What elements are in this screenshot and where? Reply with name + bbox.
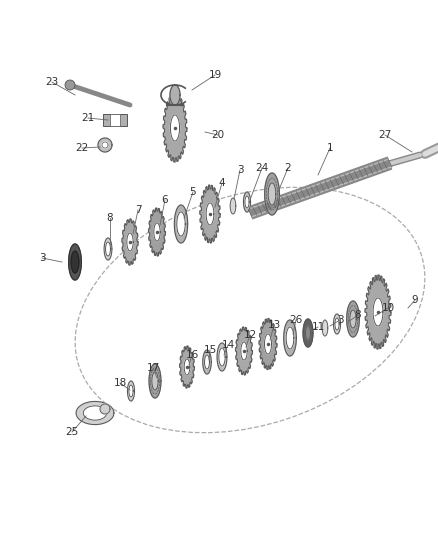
Circle shape xyxy=(65,80,75,90)
Text: 16: 16 xyxy=(185,350,198,360)
Text: 21: 21 xyxy=(81,113,95,123)
Polygon shape xyxy=(184,359,190,375)
Bar xyxy=(103,114,127,126)
Text: 3: 3 xyxy=(237,165,244,175)
Polygon shape xyxy=(206,203,214,225)
Polygon shape xyxy=(365,275,391,349)
Text: 9: 9 xyxy=(412,295,418,305)
Text: 8: 8 xyxy=(355,310,361,320)
Polygon shape xyxy=(104,238,112,260)
Polygon shape xyxy=(244,192,251,212)
Polygon shape xyxy=(180,346,194,388)
Polygon shape xyxy=(100,404,110,414)
Polygon shape xyxy=(98,138,112,152)
Polygon shape xyxy=(76,401,114,425)
Polygon shape xyxy=(241,342,247,360)
Polygon shape xyxy=(268,183,276,205)
Text: 17: 17 xyxy=(146,363,159,373)
Polygon shape xyxy=(303,319,313,347)
Polygon shape xyxy=(177,212,185,236)
Polygon shape xyxy=(335,318,339,330)
Text: 3: 3 xyxy=(337,315,343,325)
Polygon shape xyxy=(259,319,277,369)
Text: 20: 20 xyxy=(212,130,225,140)
Polygon shape xyxy=(230,198,236,214)
Polygon shape xyxy=(284,320,296,356)
Text: 3: 3 xyxy=(39,253,45,263)
Polygon shape xyxy=(203,350,211,374)
Polygon shape xyxy=(106,242,110,256)
Polygon shape xyxy=(83,406,107,420)
Polygon shape xyxy=(245,196,249,208)
Text: 1: 1 xyxy=(327,143,333,153)
Text: 2: 2 xyxy=(285,163,291,173)
Polygon shape xyxy=(154,223,160,241)
Polygon shape xyxy=(102,142,108,148)
Polygon shape xyxy=(163,94,187,162)
Text: 12: 12 xyxy=(244,330,257,340)
Polygon shape xyxy=(127,233,133,251)
Text: 22: 22 xyxy=(75,143,88,153)
Polygon shape xyxy=(205,355,209,369)
Text: 4: 4 xyxy=(219,178,225,188)
Text: 23: 23 xyxy=(46,77,59,87)
Polygon shape xyxy=(217,343,227,371)
Polygon shape xyxy=(174,205,187,243)
Polygon shape xyxy=(350,310,356,328)
Text: 7: 7 xyxy=(135,205,141,215)
Text: 15: 15 xyxy=(203,345,217,355)
Text: 24: 24 xyxy=(255,163,268,173)
Text: 14: 14 xyxy=(221,340,235,350)
Text: 18: 18 xyxy=(113,378,127,388)
Polygon shape xyxy=(71,251,79,273)
Polygon shape xyxy=(152,372,158,390)
Polygon shape xyxy=(149,364,161,398)
Text: 6: 6 xyxy=(162,195,168,205)
Polygon shape xyxy=(306,326,311,340)
Polygon shape xyxy=(129,385,133,397)
Polygon shape xyxy=(170,115,180,141)
Bar xyxy=(110,114,120,126)
Polygon shape xyxy=(265,173,279,215)
Polygon shape xyxy=(200,185,220,243)
Text: 5: 5 xyxy=(190,187,196,197)
Text: 10: 10 xyxy=(381,303,395,313)
Polygon shape xyxy=(347,301,359,337)
Polygon shape xyxy=(127,381,134,401)
Polygon shape xyxy=(322,320,328,336)
Text: 19: 19 xyxy=(208,70,222,80)
Text: 8: 8 xyxy=(107,213,113,223)
Polygon shape xyxy=(286,327,294,349)
Polygon shape xyxy=(148,208,166,256)
Polygon shape xyxy=(373,298,383,326)
Polygon shape xyxy=(265,334,272,354)
Polygon shape xyxy=(236,327,252,375)
Polygon shape xyxy=(122,219,138,265)
Text: 25: 25 xyxy=(65,427,79,437)
Text: 13: 13 xyxy=(267,320,281,330)
Text: 27: 27 xyxy=(378,130,392,140)
Polygon shape xyxy=(219,348,225,366)
Text: 26: 26 xyxy=(290,315,303,325)
Polygon shape xyxy=(333,314,340,334)
Text: 11: 11 xyxy=(311,322,325,332)
Polygon shape xyxy=(170,85,180,105)
Polygon shape xyxy=(69,244,81,280)
